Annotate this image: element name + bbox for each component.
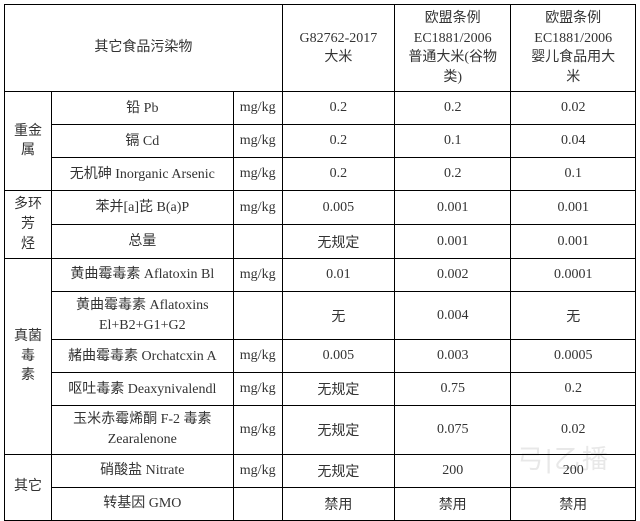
unit-cell [233, 292, 282, 340]
value-cell-eu1: 0.003 [395, 340, 511, 373]
table-row: 多环芳烃苯并[a]芘 B(a)Pmg/kg0.0050.0010.001 [5, 191, 636, 225]
value-cell-gb: 0.2 [282, 158, 394, 191]
value-cell-eu1: 0.001 [395, 225, 511, 259]
value-cell-eu1: 0.2 [395, 158, 511, 191]
value-cell-eu2: 0.0005 [511, 340, 636, 373]
value-cell-eu2: 0.2 [511, 373, 636, 406]
category-cell: 真菌毒素 [5, 259, 52, 454]
unit-cell: mg/kg [233, 191, 282, 225]
value-cell-eu2: 0.04 [511, 125, 636, 158]
parameter-cell: 黄曲霉毒素 Aflatoxin Bl [51, 259, 233, 292]
table-row: 黄曲霉毒素 AflatoxinsEl+B2+G1+G2 无0.004无 [5, 292, 636, 340]
value-cell-gb: 无规定 [282, 373, 394, 406]
value-cell-eu1: 0.002 [395, 259, 511, 292]
value-cell-eu2: 0.001 [511, 191, 636, 225]
value-cell-eu2: 200 [511, 454, 636, 487]
unit-cell: mg/kg [233, 406, 282, 454]
value-cell-eu1: 0.75 [395, 373, 511, 406]
parameter-cell: 玉米赤霉烯酮 F-2 毒素Zearalenone [51, 406, 233, 454]
unit-cell [233, 225, 282, 259]
parameter-cell: 总量 [51, 225, 233, 259]
value-cell-eu2: 0.02 [511, 92, 636, 125]
header-eu-regular: 欧盟条例EC1881/2006普通大米(谷物类) [395, 5, 511, 92]
value-cell-gb: 0.005 [282, 191, 394, 225]
value-cell-eu1: 0.1 [395, 125, 511, 158]
parameter-cell: 呕吐毒素 Deaxynivalendl [51, 373, 233, 406]
header-category: 其它食品污染物 [5, 5, 283, 92]
table-row: 无机砷 Inorganic Arsenicmg/kg0.20.20.1 [5, 158, 636, 191]
value-cell-eu1: 禁用 [395, 487, 511, 520]
value-cell-eu2: 0.02 [511, 406, 636, 454]
parameter-cell: 转基因 GMO [51, 487, 233, 520]
value-cell-gb: 0.2 [282, 92, 394, 125]
table-row: 重金属铅 Pbmg/kg0.20.20.02 [5, 92, 636, 125]
header-gb: G82762-2017大米 [282, 5, 394, 92]
value-cell-eu1: 0.004 [395, 292, 511, 340]
value-cell-gb: 0.005 [282, 340, 394, 373]
unit-cell: mg/kg [233, 373, 282, 406]
unit-cell: mg/kg [233, 259, 282, 292]
contaminants-table: 其它食品污染物 G82762-2017大米 欧盟条例EC1881/2006普通大… [4, 4, 636, 521]
table-row: 镉 Cdmg/kg0.20.10.04 [5, 125, 636, 158]
table-row: 其它硝酸盐 Nitratemg/kg无规定200200 [5, 454, 636, 487]
value-cell-gb: 禁用 [282, 487, 394, 520]
parameter-cell: 硝酸盐 Nitrate [51, 454, 233, 487]
value-cell-eu1: 0.001 [395, 191, 511, 225]
unit-cell: mg/kg [233, 125, 282, 158]
parameter-cell: 镉 Cd [51, 125, 233, 158]
table-row: 转基因 GMO禁用禁用禁用 [5, 487, 636, 520]
value-cell-eu2: 禁用 [511, 487, 636, 520]
unit-cell: mg/kg [233, 340, 282, 373]
unit-cell [233, 487, 282, 520]
value-cell-gb: 无规定 [282, 454, 394, 487]
category-cell: 多环芳烃 [5, 191, 52, 259]
unit-cell: mg/kg [233, 454, 282, 487]
table-row: 总量无规定0.0010.001 [5, 225, 636, 259]
parameter-cell: 苯并[a]芘 B(a)P [51, 191, 233, 225]
table-body: 重金属铅 Pbmg/kg0.20.20.02镉 Cdmg/kg0.20.10.0… [5, 92, 636, 520]
value-cell-eu2: 无 [511, 292, 636, 340]
value-cell-gb: 0.01 [282, 259, 394, 292]
value-cell-eu1: 0.075 [395, 406, 511, 454]
category-cell: 重金属 [5, 92, 52, 191]
table-header-row: 其它食品污染物 G82762-2017大米 欧盟条例EC1881/2006普通大… [5, 5, 636, 92]
value-cell-gb: 无规定 [282, 225, 394, 259]
table-row: 真菌毒素黄曲霉毒素 Aflatoxin Blmg/kg0.010.0020.00… [5, 259, 636, 292]
header-eu-baby: 欧盟条例EC1881/2006婴儿食品用大米 [511, 5, 636, 92]
unit-cell: mg/kg [233, 158, 282, 191]
value-cell-gb: 无 [282, 292, 394, 340]
value-cell-eu2: 0.0001 [511, 259, 636, 292]
parameter-cell: 黄曲霉毒素 AflatoxinsEl+B2+G1+G2 [51, 292, 233, 340]
value-cell-gb: 0.2 [282, 125, 394, 158]
category-cell: 其它 [5, 454, 52, 520]
table-row: 赭曲霉毒素 Orchatcxin Amg/kg0.0050.0030.0005 [5, 340, 636, 373]
parameter-cell: 赭曲霉毒素 Orchatcxin A [51, 340, 233, 373]
value-cell-eu1: 0.2 [395, 92, 511, 125]
value-cell-gb: 无规定 [282, 406, 394, 454]
parameter-cell: 铅 Pb [51, 92, 233, 125]
unit-cell: mg/kg [233, 92, 282, 125]
table-row: 呕吐毒素 Deaxynivalendlmg/kg无规定0.750.2 [5, 373, 636, 406]
value-cell-eu2: 0.1 [511, 158, 636, 191]
value-cell-eu1: 200 [395, 454, 511, 487]
parameter-cell: 无机砷 Inorganic Arsenic [51, 158, 233, 191]
value-cell-eu2: 0.001 [511, 225, 636, 259]
table-row: 玉米赤霉烯酮 F-2 毒素Zearalenonemg/kg无规定0.0750.0… [5, 406, 636, 454]
